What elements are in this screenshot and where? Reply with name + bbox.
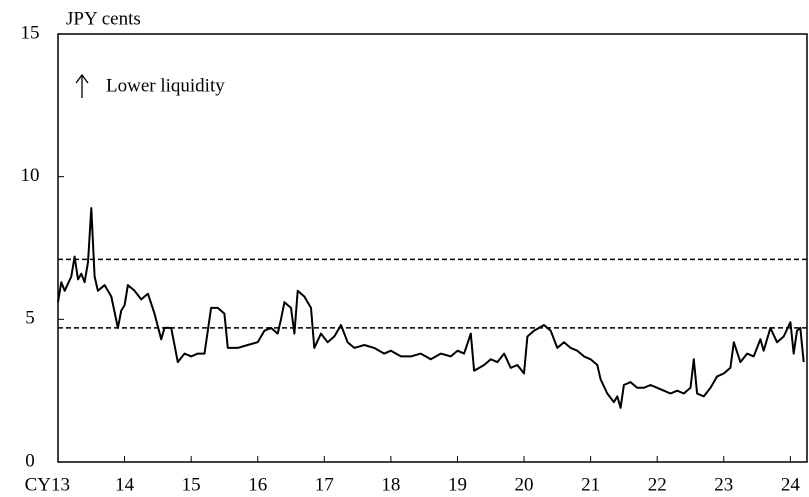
x-tick-label: 16 bbox=[248, 474, 267, 495]
x-tick-label: CY13 bbox=[25, 474, 70, 495]
x-tick-label: 22 bbox=[648, 474, 667, 495]
x-tick-label: 18 bbox=[381, 474, 400, 495]
x-tick-label: 24 bbox=[781, 474, 801, 495]
x-tick-label: 20 bbox=[515, 474, 534, 495]
y-unit-label: JPY cents bbox=[66, 8, 141, 29]
x-tick-label: 14 bbox=[115, 474, 135, 495]
x-tick-label: 15 bbox=[182, 474, 201, 495]
x-tick-label: 17 bbox=[315, 474, 334, 495]
y-tick-label: 0 bbox=[25, 450, 35, 471]
data-line bbox=[57, 207, 805, 409]
y-tick-label: 5 bbox=[25, 308, 35, 329]
annotation-arrowhead bbox=[75, 73, 89, 84]
annotation: Lower liquidity bbox=[106, 75, 225, 96]
y-tick-label: 10 bbox=[21, 165, 40, 186]
x-tick-label: 23 bbox=[714, 474, 733, 495]
plot-frame bbox=[57, 33, 808, 463]
x-tick-label: 19 bbox=[448, 474, 467, 495]
y-tick-label: 15 bbox=[21, 22, 40, 43]
x-tick-label: 21 bbox=[581, 474, 600, 495]
